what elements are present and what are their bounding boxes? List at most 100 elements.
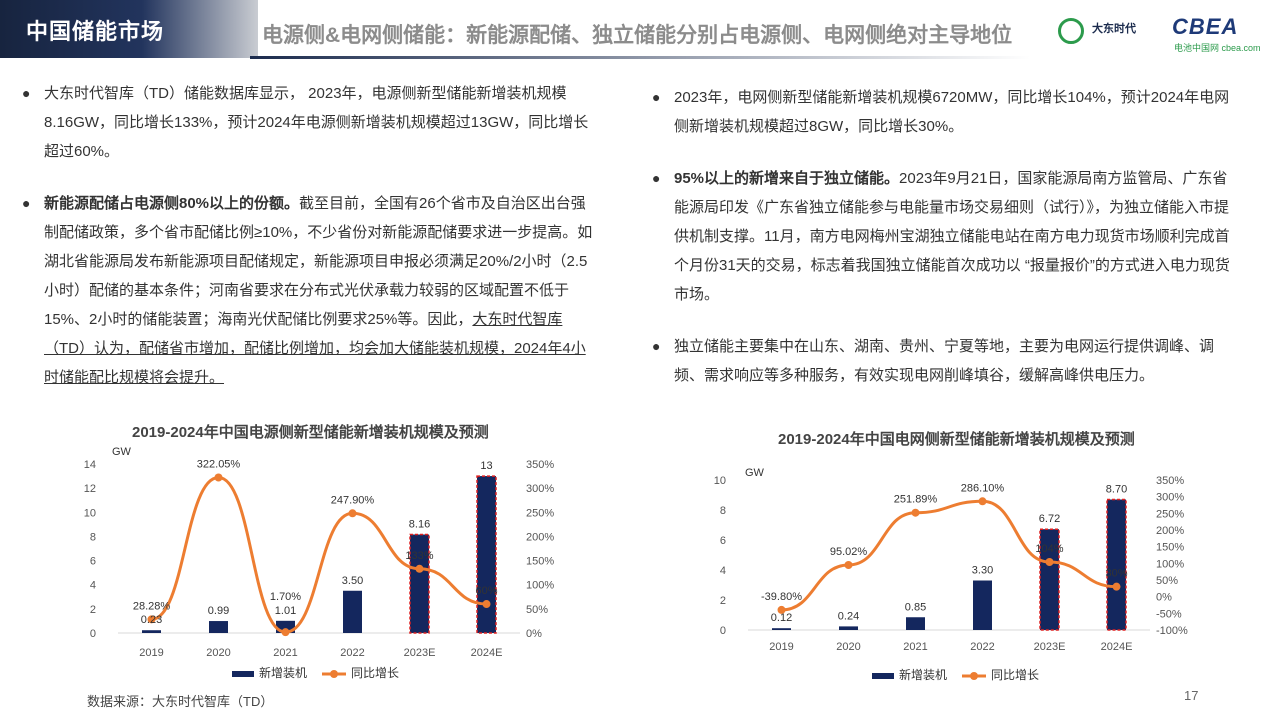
bar-value-label: 8.70 [1106, 484, 1127, 496]
left-paragraph-2-bold: 新能源配储占电源侧80%以上的份额。 [44, 195, 300, 212]
cbea-logo: CBEA 电池中国网 cbea.com [1172, 14, 1268, 54]
y2-tick-label: 350% [1156, 475, 1184, 487]
y2-tick-label: -50% [1156, 608, 1182, 620]
left-paragraph-1-text: 大东时代智库（TD）储能数据库显示， 2023年，电源侧新型储能新增装机规模8.… [44, 85, 589, 160]
x-tick-label: 2023E [404, 647, 436, 659]
y2-tick-label: 250% [1156, 508, 1184, 520]
y-tick-label: 8 [720, 505, 726, 517]
right-paragraph-1: ● 2023年，电网侧新型储能新增装机规模6720MW，同比增长104%，预计2… [650, 83, 1234, 141]
x-tick-label: 2022 [970, 641, 994, 653]
x-tick-label: 2022 [340, 647, 364, 659]
legend-label-line: 同比增长 [351, 666, 399, 680]
bar-value-label: 0.99 [208, 605, 229, 617]
bar-value-label: 13 [480, 460, 492, 472]
bar [209, 621, 228, 633]
left-paragraph-2-text: 截至目前，全国有26个省市及自治区出台强制配储政策，多个省市配储比例≥10%，不… [44, 195, 593, 328]
y2-tick-label: 50% [1156, 575, 1178, 587]
bar [973, 580, 992, 630]
dadong-logo: 大东时代 [1058, 16, 1168, 46]
growth-point [281, 628, 290, 637]
growth-point [1112, 582, 1121, 591]
growth-value-label: -39.80% [761, 591, 802, 603]
y2-tick-label: 200% [526, 531, 554, 543]
growth-point [777, 605, 786, 614]
bullet-icon: ● [652, 170, 661, 186]
legend-swatch-bars [232, 671, 254, 677]
cbea-logo-subtext: 电池中国网 cbea.com [1174, 43, 1261, 53]
slide-title: 电源侧&电网侧储能：新能源配储、独立储能分别占电源侧、电网侧绝对主导地位 [262, 24, 1013, 47]
right-paragraph-3: ● 独立储能主要集中在山东、湖南、贵州、宁夏等地，主要为电网运行提供调峰、调频、… [650, 332, 1234, 390]
bar-value-label: 8.16 [409, 518, 430, 530]
bar [839, 626, 858, 630]
y-tick-label: 10 [84, 507, 96, 519]
y-tick-label: 4 [90, 580, 96, 592]
y2-tick-label: 50% [526, 604, 548, 616]
growth-line [151, 475, 487, 634]
x-tick-label: 2021 [903, 641, 927, 653]
bar-value-label: 0.24 [838, 610, 859, 622]
growth-point [844, 560, 853, 569]
right-text-column: ● 2023年，电网侧新型储能新增装机规模6720MW，同比增长104%，预计2… [650, 83, 1234, 390]
legend-swatch-bars [872, 673, 894, 679]
y-tick-label: 2 [720, 595, 726, 607]
y-tick-label: 14 [84, 459, 96, 471]
bar-value-label: 1.01 [275, 605, 296, 617]
y2-tick-label: 150% [1156, 542, 1184, 554]
bar [476, 475, 497, 634]
bar [1039, 528, 1060, 631]
growth-value-label: 1.70% [270, 591, 301, 603]
y2-tick-label: 100% [1156, 558, 1184, 570]
right-paragraph-2-bold: 95%以上的新增来自于独立储能。 [674, 170, 900, 187]
y-tick-label: 0 [90, 628, 96, 640]
growth-value-label: 322.05% [197, 458, 241, 470]
chart-1-title: 2019-2024年中国电源侧新型储能新增装机规模及预测 [132, 424, 489, 441]
legend-label-bars: 新增装机 [899, 667, 947, 682]
growth-point [911, 508, 920, 517]
data-source-note: 数据来源：大东时代智库（TD） [87, 694, 274, 709]
x-tick-label: 2023E [1034, 641, 1066, 653]
growth-point [482, 600, 491, 609]
x-tick-label: 2020 [206, 647, 230, 659]
y-axis-unit: GW [112, 446, 132, 458]
dadong-logo-text: 大东时代 [1092, 23, 1136, 35]
right-paragraph-2-text: 2023年9月21日，国家能源局南方监管局、广东省能源局印发《广东省独立储能参与… [674, 170, 1230, 303]
bar-value-label: 0.85 [905, 601, 926, 613]
y-tick-label: 4 [720, 565, 726, 577]
bar [343, 590, 362, 633]
x-tick-label: 2020 [836, 641, 860, 653]
x-tick-label: 2019 [139, 647, 163, 659]
y2-tick-label: 300% [1156, 492, 1184, 504]
left-text-column: ● 大东时代智库（TD）储能数据库显示， 2023年，电源侧新型储能新增装机规模… [20, 79, 600, 392]
y2-tick-label: 0% [526, 628, 542, 640]
section-tab: 中国储能市场 [0, 0, 258, 58]
x-tick-label: 2024E [471, 647, 503, 659]
y-axis-unit: GW [745, 467, 765, 479]
bar-value-label: 3.50 [342, 575, 363, 587]
growth-value-label: 30% [1105, 568, 1127, 580]
growth-value-label: 247.90% [331, 494, 375, 506]
growth-line [781, 499, 1117, 612]
growth-value-label: 286.10% [961, 482, 1005, 494]
legend-marker-line [330, 670, 338, 678]
bar [142, 630, 161, 633]
legend-label-line: 同比增长 [991, 668, 1039, 682]
x-tick-label: 2019 [769, 641, 793, 653]
bar [1106, 498, 1127, 631]
growth-point [214, 473, 223, 482]
left-paragraph-2: ● 新能源配储占电源侧80%以上的份额。截至目前，全国有26个省市及自治区出台强… [20, 189, 600, 392]
growth-point [1045, 558, 1054, 566]
growth-value-label: 251.89% [894, 494, 938, 506]
bar-value-label: 6.72 [1039, 513, 1060, 525]
x-tick-label: 2021 [273, 647, 297, 659]
left-paragraph-1: ● 大东时代智库（TD）储能数据库显示， 2023年，电源侧新型储能新增装机规模… [20, 79, 600, 166]
bar-value-label: 0.12 [771, 612, 792, 624]
legend-marker-line [970, 672, 978, 680]
header-underline [250, 56, 1030, 59]
bar [906, 617, 925, 630]
growth-value-label: 95.02% [830, 546, 868, 558]
right-paragraph-1-text: 2023年，电网侧新型储能新增装机规模6720MW，同比增长104%，预计202… [674, 89, 1230, 135]
growth-point [348, 509, 357, 518]
cbea-logo-text: CBEA [1172, 14, 1239, 39]
y2-tick-label: 100% [526, 580, 554, 592]
bullet-icon: ● [652, 89, 661, 105]
